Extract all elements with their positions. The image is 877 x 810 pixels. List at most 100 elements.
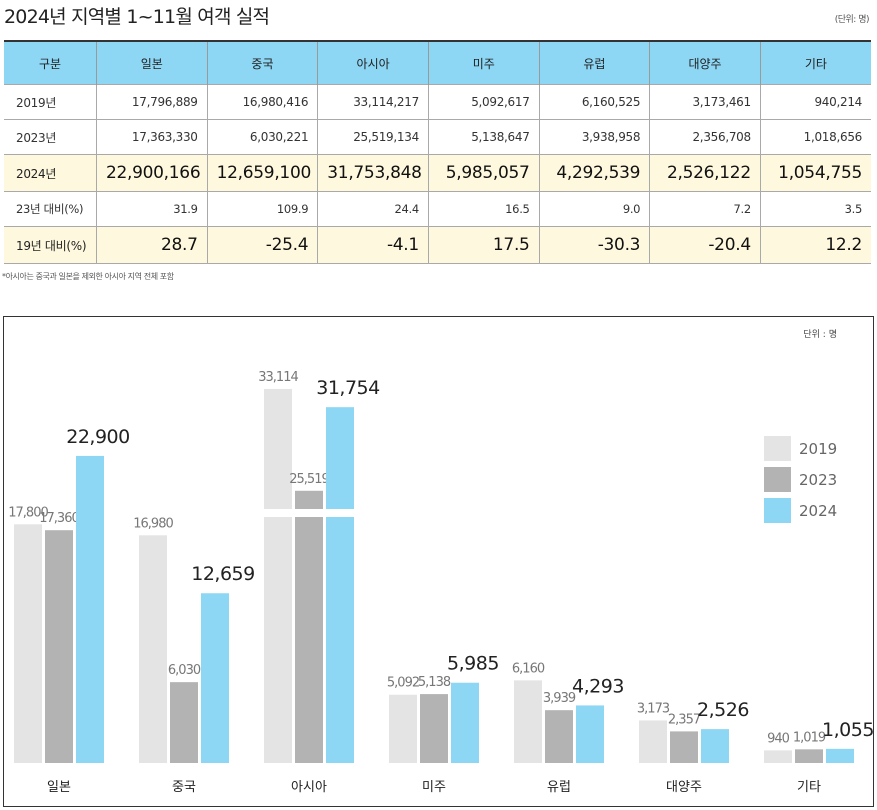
header-other: 기타 <box>759 40 871 85</box>
table-cell: 1,018,656 <box>759 119 871 155</box>
legend-label-2023: 2023 <box>799 471 837 489</box>
bar-2024 <box>826 748 854 763</box>
table-cell: 16,980,416 <box>206 84 319 120</box>
category-label: 일본 <box>47 780 71 795</box>
category-label: 기타 <box>797 780 821 795</box>
bar-2024 <box>576 705 604 763</box>
data-label-2024: 4,293 <box>572 675 624 697</box>
bar-2024 <box>326 407 354 763</box>
row-vs-2023: 23년 대비(%) 31.9 109.9 24.4 16.5 9.0 7.2 3.5 <box>4 191 871 227</box>
table-cell: 2,356,708 <box>649 119 761 155</box>
results-table: 구분 일본 중국 아시아 미주 유럽 대양주 기타 2019년 17,796,88… <box>4 40 871 264</box>
category-label: 유럽 <box>547 780 571 795</box>
table-cell: 17,796,889 <box>96 84 208 120</box>
category-label: 중국 <box>172 780 196 795</box>
table-cell: 5,985,057 <box>427 154 540 192</box>
header-americas: 미주 <box>427 40 540 85</box>
page-title: 2024년 지역별 1~11월 여객 실적 <box>4 6 270 28</box>
row-label: 23년 대비(%) <box>4 191 97 227</box>
table-cell: 5,138,647 <box>427 119 540 155</box>
unit-label: (단위: 명) <box>834 15 870 25</box>
bar-2023 <box>795 749 823 763</box>
data-label-2024: 2,526 <box>697 699 749 721</box>
row-label: 2024년 <box>4 154 97 192</box>
legend-swatch-2019 <box>764 436 791 461</box>
axis-break <box>262 509 356 517</box>
table-cell: 22,900,166 <box>96 154 208 192</box>
table-cell: 7.2 <box>649 191 761 227</box>
table-cell: 3.5 <box>759 191 871 227</box>
bar-2024 <box>201 593 229 763</box>
table-cell: 3,173,461 <box>649 84 761 120</box>
bar-2024 <box>451 682 479 763</box>
row-2024: 2024년 22,900,166 12,659,100 31,753,848 5,985… <box>4 154 871 192</box>
data-label-2019: 33,114 <box>258 370 298 385</box>
header-china: 중국 <box>206 40 318 85</box>
bar-2023 <box>420 694 448 763</box>
table-cell: 109.9 <box>206 191 319 227</box>
legend-label-2024: 2024 <box>799 502 837 520</box>
table-cell: 25,519,134 <box>317 119 429 155</box>
header-category: 구분 <box>4 40 97 85</box>
category-label: 대양주 <box>666 780 702 795</box>
data-label-2024: 5,985 <box>447 653 499 675</box>
bar-2019 <box>264 388 292 763</box>
table-cell: 28.7 <box>96 226 208 264</box>
table-cell: 2,526,122 <box>649 154 761 192</box>
data-label-2019: 16,980 <box>133 516 173 531</box>
table-cell: 4,292,539 <box>538 154 651 192</box>
bar-2019 <box>139 535 167 763</box>
table-cell: 940,214 <box>759 84 871 120</box>
bar-2023 <box>670 731 698 763</box>
row-2023: 2023년 17,363,330 6,030,221 25,519,134 5,138,… <box>4 119 871 155</box>
table-cell: 1,054,755 <box>759 154 871 192</box>
bar-2023 <box>545 710 573 763</box>
data-label-2023: 6,030 <box>168 663 201 678</box>
header-asia: 아시아 <box>317 40 429 85</box>
table-cell: 17,363,330 <box>96 119 208 155</box>
bar-2023 <box>295 490 323 763</box>
table-cell: 24.4 <box>317 191 429 227</box>
data-label-2024: 31,754 <box>316 377 380 399</box>
category-label: 미주 <box>422 780 446 795</box>
data-label-2023: 2,357 <box>668 712 701 727</box>
table-cell: 6,160,525 <box>538 84 651 120</box>
row-label: 2023년 <box>4 119 97 155</box>
data-label-2023: 5,138 <box>418 675 451 690</box>
table-cell: 31,753,848 <box>317 154 429 192</box>
row-2019: 2019년 17,796,889 16,980,416 33,114,217 5,092… <box>4 84 871 120</box>
header-oceania: 대양주 <box>649 40 761 85</box>
bar-2019 <box>764 750 792 763</box>
bar-2024 <box>701 729 729 763</box>
table-cell: -30.3 <box>538 226 651 264</box>
data-label-2019: 3,173 <box>637 701 670 716</box>
legend-label-2019: 2019 <box>799 440 837 458</box>
bar-2019 <box>639 720 667 763</box>
chart-unit-label: 단위 : 명 <box>803 330 837 340</box>
table-cell: 9.0 <box>538 191 651 227</box>
table-cell: -25.4 <box>206 226 319 264</box>
data-label-2019: 5,092 <box>387 676 419 691</box>
bar-2023 <box>45 530 73 763</box>
row-label: 2019년 <box>4 84 97 120</box>
data-label-2024: 12,659 <box>191 563 254 585</box>
row-vs-2019: 19년 대비(%) 28.7 -25.4 -4.1 17.5 -30.3 -20.4 12.2 <box>4 226 871 264</box>
bar-2019 <box>514 680 542 763</box>
table-cell: -20.4 <box>649 226 761 264</box>
table-cell: 3,938,958 <box>538 119 651 155</box>
data-label-2019: 940 <box>767 731 790 746</box>
bar-2019 <box>14 524 42 763</box>
data-label-2024: 22,900 <box>66 426 129 448</box>
category-label: 아시아 <box>291 780 327 795</box>
table-cell: 17.5 <box>427 226 540 264</box>
data-label-2023: 17,360 <box>39 511 79 526</box>
table-header-row: 구분 일본 중국 아시아 미주 유럽 대양주 기타 <box>4 40 871 85</box>
data-label-2024: 1,055 <box>822 719 873 741</box>
bar-2024 <box>76 455 104 763</box>
table-cell: 12,659,100 <box>206 154 319 192</box>
table-cell: 31.9 <box>96 191 208 227</box>
bar-2019 <box>389 694 417 763</box>
table-cell: 6,030,221 <box>206 119 319 155</box>
bar-chart: 단위 : 명 17,800 17,360 22,900 일본 16,980 6,030 12… <box>3 316 874 807</box>
bar-2023 <box>170 682 198 763</box>
